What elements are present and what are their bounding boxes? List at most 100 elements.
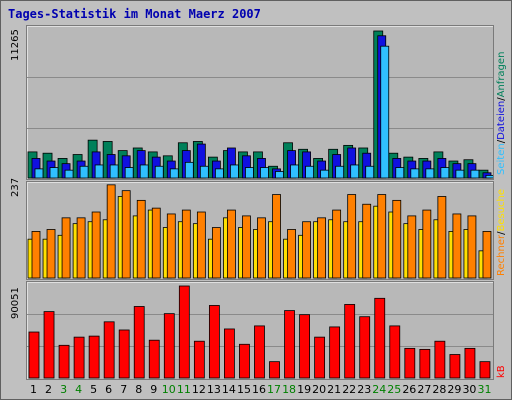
bar-kb [404, 347, 416, 379]
x-tick-label: 15 [236, 383, 251, 396]
bar-seiten [34, 168, 44, 179]
x-tick-label: 2 [45, 383, 53, 396]
bar-rechner [347, 194, 357, 279]
x-tick-label: 6 [105, 383, 113, 396]
bar-kb [254, 325, 265, 379]
bar-rechner [31, 231, 41, 279]
max-label-middle: 237 [10, 177, 21, 197]
x-tick-label: 22 [342, 383, 357, 396]
bar-kb [224, 328, 235, 379]
bar-kb [359, 316, 371, 379]
x-tick-label: 9 [150, 383, 158, 396]
bar-rechner [211, 227, 221, 279]
x-tick-label: 5 [90, 383, 98, 396]
x-tick-label: 28 [432, 383, 447, 396]
bar-rechner [362, 203, 372, 279]
side-label-bottom: kB [496, 365, 507, 378]
bar-rechner [46, 229, 56, 279]
x-tick-label: 1 [30, 383, 38, 396]
bar-kb [434, 340, 446, 379]
bar-seiten [275, 171, 284, 179]
bar-kb [479, 361, 491, 379]
bar-seiten [199, 165, 209, 179]
bar-seiten [365, 165, 375, 179]
gridline [27, 314, 493, 315]
bar-kb [449, 354, 461, 379]
x-tick-label: 25 [387, 383, 402, 396]
bar-seiten [470, 169, 480, 179]
chart-title: Tages-Statistik im Monat Maerz 2007 [8, 7, 261, 21]
bar-rechner [377, 194, 387, 279]
bar-rechner [467, 215, 477, 279]
x-tick-label: 8 [135, 383, 143, 396]
bar-rechner [76, 217, 86, 279]
gridline [27, 77, 493, 78]
x-tick-label: 12 [191, 383, 206, 396]
x-tick-label: 20 [312, 383, 327, 396]
bar-kb [389, 325, 401, 379]
bar-kb [163, 313, 175, 379]
legend-anfragen: Seiten [496, 143, 507, 175]
x-tick-label: 24 [372, 383, 387, 396]
bar-seiten [260, 167, 269, 179]
bar-kb [239, 343, 250, 379]
bar-seiten [305, 165, 314, 179]
bar-rechner [332, 209, 342, 279]
bar-seiten [410, 168, 420, 179]
bar-seiten [455, 169, 465, 179]
bar-rechner [437, 196, 447, 279]
bar-rechner [181, 209, 191, 279]
bar-seiten [320, 169, 330, 179]
panel-traffic [26, 281, 494, 380]
bar-rechner [392, 199, 402, 279]
bar-kb [374, 297, 386, 379]
x-tick-label: 30 [462, 383, 477, 396]
bar-seiten [64, 169, 74, 179]
bar-kb [43, 311, 55, 379]
legend-kb: kB [496, 365, 507, 378]
bar-rechner [242, 215, 251, 279]
bar-kb [103, 321, 115, 379]
bar-kb [178, 285, 190, 379]
bar-rechner [287, 229, 296, 279]
side-label-top: Seiten/Dateien/Anfragen [496, 51, 507, 175]
bar-rechner [151, 207, 161, 279]
bar-kb [314, 336, 326, 379]
bar-seiten [124, 167, 134, 179]
legend-besuche: Rechner [496, 234, 507, 276]
traffic-bars [28, 285, 491, 379]
bar-rechner [227, 209, 236, 279]
bar-rechner [91, 211, 101, 279]
bar-seiten [425, 168, 435, 179]
bar-seiten [49, 167, 59, 179]
bar-seiten [290, 164, 299, 179]
x-tick-label: 7 [120, 383, 128, 396]
bar-seiten [109, 164, 119, 179]
gridline [27, 128, 493, 129]
bar-rechner [317, 217, 327, 279]
bar-seiten [154, 165, 164, 179]
x-tick-label: 26 [402, 383, 417, 396]
visits-bars [27, 184, 492, 279]
x-tick-label: 21 [327, 383, 342, 396]
panel-visits [26, 181, 494, 280]
bar-kb [73, 336, 85, 379]
bar-rechner [257, 217, 266, 279]
bar-kb [28, 331, 40, 379]
bar-seiten [485, 174, 493, 179]
x-tick-label: 17 [267, 383, 282, 396]
bar-seiten [79, 165, 89, 179]
x-tick-label: 27 [417, 383, 432, 396]
x-tick-label: 14 [221, 383, 236, 396]
requests-bars [27, 30, 493, 179]
bar-rechner [121, 190, 131, 279]
bar-seiten [380, 45, 390, 179]
x-axis: 1 2 3 4 5 6 7 8 9 10 11 12 13 14 15 16 17 18 19 20 21 22 23 24 2… [26, 383, 492, 397]
bar-kb [118, 329, 130, 379]
bar-kb [133, 306, 145, 379]
max-label-top: 11265 [10, 29, 21, 61]
bar-rechner [272, 194, 281, 279]
x-tick-label: 16 [252, 383, 266, 396]
bar-seiten [230, 164, 239, 179]
